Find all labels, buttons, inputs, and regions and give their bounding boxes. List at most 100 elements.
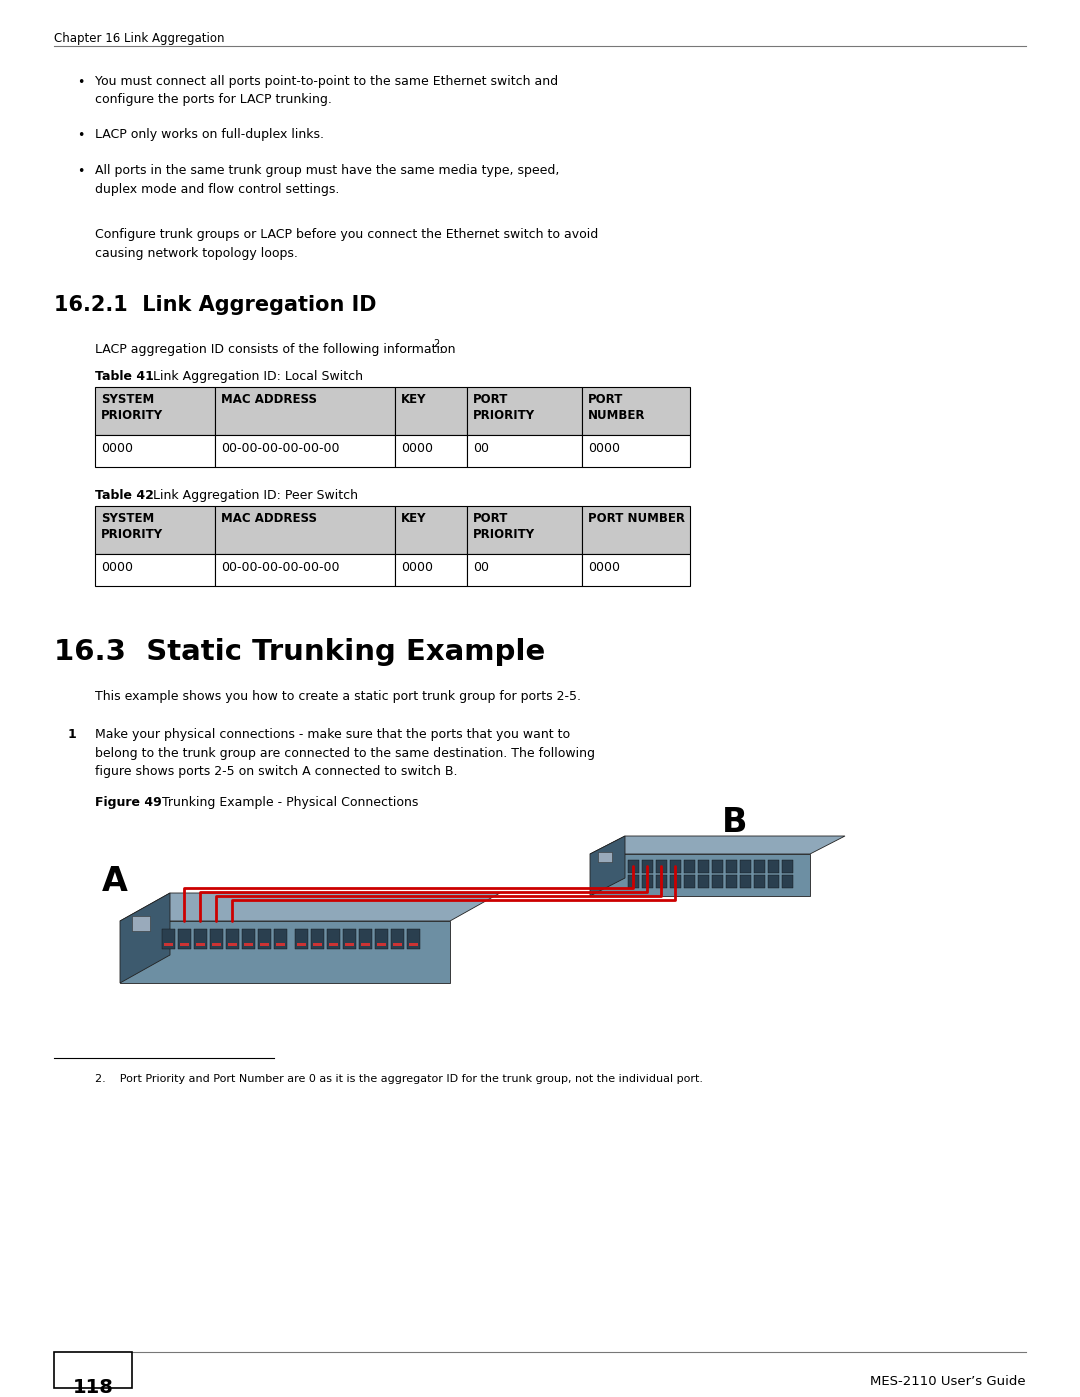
Text: PORT
PRIORITY: PORT PRIORITY — [473, 511, 535, 541]
Bar — [395, 506, 467, 555]
Text: LACP only works on full‑duplex links.: LACP only works on full‑duplex links. — [95, 129, 324, 141]
Bar — [656, 861, 667, 873]
Bar — [782, 861, 793, 873]
Text: 00-00-00-00-00-00: 00-00-00-00-00-00 — [221, 441, 339, 455]
Bar — [726, 875, 737, 888]
Bar — [215, 387, 395, 434]
Bar — [409, 943, 418, 946]
Bar — [712, 861, 723, 873]
Polygon shape — [590, 835, 845, 854]
Bar — [393, 943, 402, 946]
Text: 0000: 0000 — [588, 562, 620, 574]
Text: Table 42: Table 42 — [95, 489, 153, 502]
Bar — [698, 875, 708, 888]
Text: •: • — [77, 75, 84, 89]
Bar — [345, 943, 354, 946]
Text: 0000: 0000 — [401, 441, 433, 455]
Polygon shape — [120, 921, 450, 983]
Bar — [276, 943, 285, 946]
Text: This example shows you how to create a static port trunk group for ports 2-5.: This example shows you how to create a s… — [95, 690, 581, 703]
Bar — [395, 387, 467, 434]
Bar — [768, 861, 779, 873]
Bar — [343, 929, 356, 949]
Bar — [95, 555, 215, 585]
Text: Table 41: Table 41 — [95, 370, 153, 383]
Bar — [582, 506, 690, 555]
Polygon shape — [120, 893, 500, 921]
Bar — [782, 875, 793, 888]
Text: •: • — [77, 165, 84, 177]
Text: PORT NUMBER: PORT NUMBER — [588, 511, 685, 525]
Text: 1: 1 — [68, 728, 77, 740]
Bar — [670, 875, 681, 888]
Bar — [329, 943, 338, 946]
Bar — [726, 861, 737, 873]
Bar — [212, 943, 221, 946]
Text: 00: 00 — [473, 441, 489, 455]
Bar — [670, 861, 681, 873]
Bar — [215, 506, 395, 555]
Text: KEY: KEY — [401, 393, 427, 407]
Text: MES-2110 User’s Guide: MES-2110 User’s Guide — [870, 1375, 1026, 1389]
Text: Figure 49: Figure 49 — [95, 796, 162, 809]
Bar — [642, 875, 653, 888]
Bar — [180, 943, 189, 946]
Bar — [740, 861, 751, 873]
Bar — [754, 875, 765, 888]
Text: •: • — [77, 129, 84, 142]
Bar — [598, 852, 612, 862]
Text: B: B — [723, 806, 747, 840]
Text: All ports in the same trunk group must have the same media type, speed,
duplex m: All ports in the same trunk group must h… — [95, 163, 559, 196]
Bar — [698, 861, 708, 873]
Bar — [194, 929, 207, 949]
Bar — [313, 943, 322, 946]
Bar — [215, 555, 395, 585]
Bar — [95, 506, 215, 555]
Bar — [95, 434, 215, 467]
Text: 00-00-00-00-00-00: 00-00-00-00-00-00 — [221, 562, 339, 574]
Bar — [467, 434, 582, 467]
Bar — [582, 555, 690, 585]
Bar — [684, 861, 696, 873]
Bar — [244, 943, 253, 946]
Bar — [311, 929, 324, 949]
Text: 2.    Port Priority and Port Number are 0 as it is the aggregator ID for the tru: 2. Port Priority and Port Number are 0 a… — [95, 1074, 703, 1084]
Bar — [768, 875, 779, 888]
Bar — [164, 943, 173, 946]
Text: Configure trunk groups or LACP before you connect the Ethernet switch to avoid
c: Configure trunk groups or LACP before yo… — [95, 228, 598, 260]
Bar — [377, 943, 386, 946]
Text: 0000: 0000 — [588, 441, 620, 455]
Text: :: : — [438, 344, 443, 356]
Bar — [195, 943, 205, 946]
Text: Make your physical connections - make sure that the ports that you want to
belon: Make your physical connections - make su… — [95, 728, 595, 778]
Bar — [260, 943, 269, 946]
Text: Trunking Example - Physical Connections: Trunking Example - Physical Connections — [150, 796, 418, 809]
Polygon shape — [120, 893, 170, 983]
Bar — [684, 875, 696, 888]
Bar — [627, 875, 639, 888]
Bar — [258, 929, 271, 949]
Bar — [327, 929, 340, 949]
Bar — [627, 861, 639, 873]
Polygon shape — [590, 835, 625, 895]
Text: 2: 2 — [433, 339, 440, 349]
Bar — [642, 861, 653, 873]
Text: 00: 00 — [473, 562, 489, 574]
Text: 16.2.1  Link Aggregation ID: 16.2.1 Link Aggregation ID — [54, 295, 377, 314]
Bar — [656, 875, 667, 888]
Text: KEY: KEY — [401, 511, 427, 525]
Bar — [95, 387, 215, 434]
Bar — [274, 929, 287, 949]
Text: SYSTEM
PRIORITY: SYSTEM PRIORITY — [102, 511, 163, 541]
Text: 118: 118 — [72, 1377, 113, 1397]
Bar — [467, 506, 582, 555]
Bar — [162, 929, 175, 949]
Text: Link Aggregation ID: Peer Switch: Link Aggregation ID: Peer Switch — [145, 489, 357, 502]
Polygon shape — [590, 854, 810, 895]
Text: Link Aggregation ID: Local Switch: Link Aggregation ID: Local Switch — [145, 370, 363, 383]
Bar — [582, 387, 690, 434]
Bar — [754, 861, 765, 873]
Bar — [361, 943, 370, 946]
Text: MAC ADDRESS: MAC ADDRESS — [221, 393, 318, 407]
Text: Chapter 16 Link Aggregation: Chapter 16 Link Aggregation — [54, 32, 225, 45]
